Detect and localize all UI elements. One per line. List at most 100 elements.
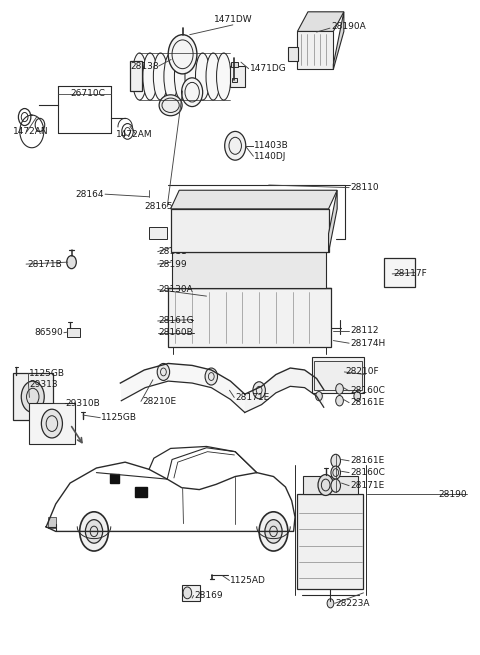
Text: 28160C: 28160C	[350, 386, 385, 396]
Text: 28161E: 28161E	[350, 398, 384, 407]
Polygon shape	[48, 517, 56, 527]
Text: 28164: 28164	[75, 190, 104, 198]
Bar	[313, 250, 321, 257]
Bar	[314, 361, 362, 390]
Circle shape	[85, 519, 103, 543]
Bar	[29, 403, 75, 444]
Text: 28169: 28169	[194, 591, 223, 600]
Text: 28161G: 28161G	[158, 316, 194, 326]
Text: 28111: 28111	[158, 247, 187, 256]
Text: 28160C: 28160C	[350, 468, 385, 477]
Circle shape	[327, 599, 334, 608]
Text: 1125GB: 1125GB	[101, 413, 137, 422]
Circle shape	[318, 475, 333, 495]
Ellipse shape	[159, 95, 182, 116]
Text: 1472AM: 1472AM	[116, 130, 152, 138]
Text: 26710C: 26710C	[70, 89, 105, 98]
Bar	[67, 328, 80, 337]
Text: 28190A: 28190A	[331, 22, 366, 31]
Text: 1125GB: 1125GB	[29, 369, 65, 378]
Bar	[231, 62, 238, 67]
Circle shape	[181, 78, 203, 107]
Bar	[384, 258, 415, 287]
Text: 28165B: 28165B	[144, 202, 179, 211]
Text: 28117F: 28117F	[393, 269, 427, 278]
Circle shape	[331, 479, 340, 492]
Bar	[179, 250, 186, 257]
Polygon shape	[298, 494, 363, 589]
Polygon shape	[328, 190, 337, 252]
Polygon shape	[170, 190, 337, 209]
Text: 28210F: 28210F	[345, 367, 379, 377]
Circle shape	[67, 255, 76, 269]
Circle shape	[316, 392, 323, 401]
Polygon shape	[168, 288, 331, 347]
Polygon shape	[170, 209, 328, 252]
Circle shape	[80, 512, 108, 551]
Circle shape	[21, 381, 44, 413]
Bar	[130, 61, 142, 91]
Circle shape	[331, 455, 340, 468]
Text: 28112: 28112	[350, 326, 379, 335]
Ellipse shape	[143, 53, 157, 100]
Text: 1125AD: 1125AD	[230, 576, 266, 585]
Text: 11403B: 11403B	[254, 141, 289, 150]
Circle shape	[191, 315, 198, 324]
Circle shape	[168, 35, 197, 74]
Polygon shape	[172, 252, 326, 288]
Bar	[288, 47, 299, 62]
Ellipse shape	[164, 53, 178, 100]
Text: 86590: 86590	[34, 328, 63, 337]
Text: 28171E: 28171E	[235, 393, 269, 402]
Circle shape	[41, 409, 62, 438]
Text: 28161E: 28161E	[350, 457, 384, 465]
Text: 1472AN: 1472AN	[12, 127, 48, 136]
Text: 28110: 28110	[350, 183, 379, 192]
Text: 28160B: 28160B	[158, 328, 193, 337]
Text: 28171E: 28171E	[350, 481, 384, 490]
Text: 1140DJ: 1140DJ	[254, 152, 287, 160]
Circle shape	[157, 364, 169, 381]
Polygon shape	[245, 368, 324, 413]
Text: 28199: 28199	[158, 259, 187, 269]
Circle shape	[354, 392, 360, 401]
Ellipse shape	[206, 53, 220, 100]
Text: 28130A: 28130A	[158, 285, 193, 294]
Polygon shape	[333, 12, 344, 69]
Circle shape	[331, 466, 340, 479]
Ellipse shape	[216, 53, 231, 100]
Bar	[232, 78, 237, 82]
Text: 28138: 28138	[130, 62, 158, 71]
Text: 1471DG: 1471DG	[250, 64, 287, 73]
Text: 28171B: 28171B	[27, 259, 62, 269]
Circle shape	[253, 382, 265, 399]
Polygon shape	[110, 474, 120, 483]
Text: 28223A: 28223A	[336, 599, 370, 608]
Circle shape	[336, 384, 343, 394]
Bar	[230, 66, 245, 87]
Ellipse shape	[195, 53, 210, 100]
Polygon shape	[120, 364, 245, 413]
Polygon shape	[298, 12, 344, 31]
Circle shape	[265, 519, 282, 543]
Text: 29313: 29313	[29, 380, 58, 389]
Ellipse shape	[174, 53, 189, 100]
Polygon shape	[135, 487, 147, 497]
Bar	[12, 373, 53, 421]
Text: 1471DW: 1471DW	[214, 14, 252, 24]
Ellipse shape	[132, 53, 147, 100]
Text: 28210E: 28210E	[142, 397, 176, 406]
Bar	[303, 476, 358, 494]
Circle shape	[205, 368, 217, 385]
Bar	[312, 357, 364, 393]
Circle shape	[225, 132, 246, 160]
Polygon shape	[298, 31, 333, 69]
Circle shape	[259, 512, 288, 551]
Text: 29310B: 29310B	[65, 399, 100, 408]
Bar	[149, 227, 167, 239]
Ellipse shape	[185, 53, 199, 100]
Circle shape	[336, 396, 343, 406]
Circle shape	[191, 326, 201, 339]
Ellipse shape	[154, 53, 168, 100]
Circle shape	[183, 587, 192, 599]
